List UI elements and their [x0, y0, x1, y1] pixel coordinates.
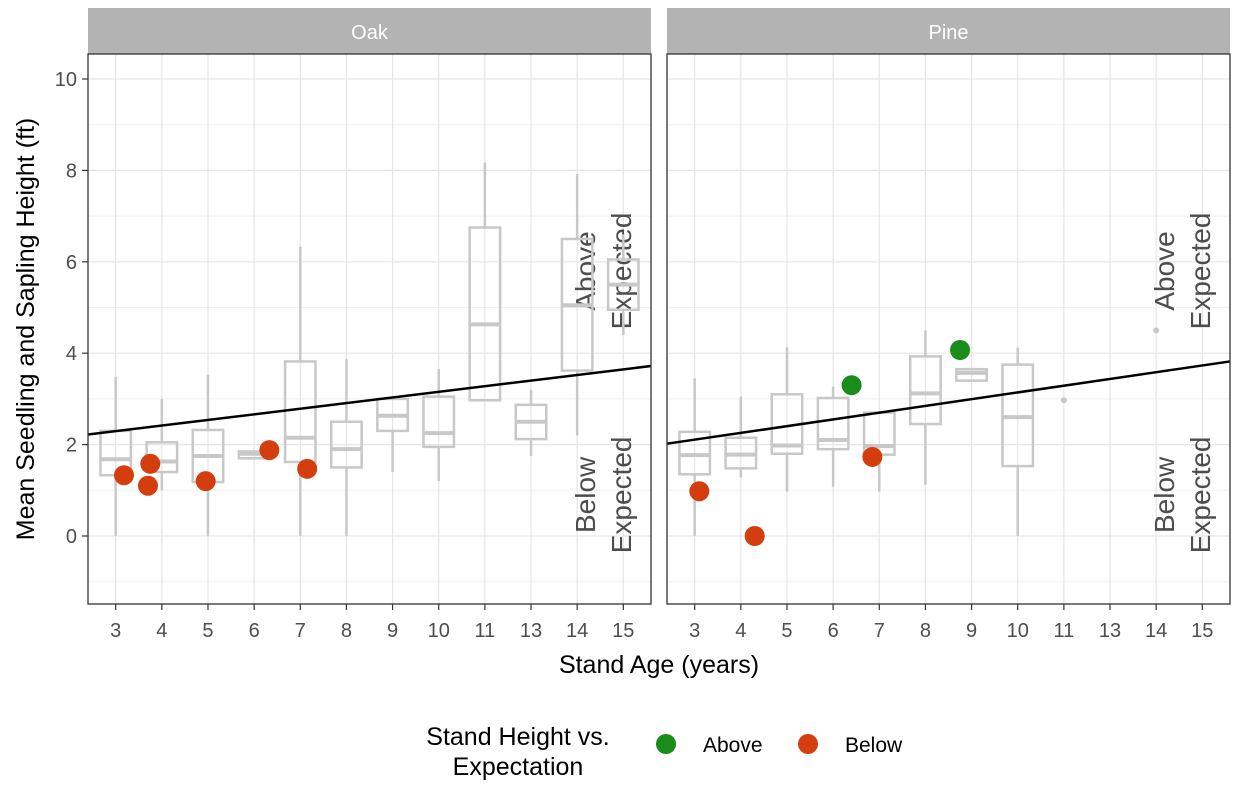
box-rect [816, 396, 850, 451]
annotation-above-line2: Expected [1185, 213, 1216, 330]
x-tick-label: 11 [1053, 620, 1074, 642]
x-tick-label: 6 [249, 620, 260, 642]
y-tick-label: 8 [66, 160, 77, 182]
box-rect [678, 430, 712, 476]
box-15 [606, 234, 640, 335]
legend-label-below: Below [845, 734, 903, 757]
point-below [297, 458, 318, 479]
annotation-above: Above Expected [570, 213, 637, 330]
box-3 [678, 378, 712, 536]
box-11 [468, 162, 502, 402]
box-13 [514, 389, 548, 457]
y-axis-title-group: Mean Seedling and Sapling Height (ft) [12, 118, 40, 541]
annotation-above: Above Expected [1149, 213, 1216, 330]
x-tick-label: 3 [689, 620, 700, 642]
y-tick-label: 2 [66, 435, 77, 457]
box-rect [908, 355, 942, 426]
annotation-below: Below Expected [1149, 436, 1216, 553]
facet-label: Pine [928, 22, 968, 44]
y-tick-label: 10 [55, 69, 77, 91]
legend-label-above: Above [703, 734, 763, 757]
box-9 [955, 367, 989, 382]
trend-line [87, 364, 652, 436]
box-point [1153, 327, 1160, 334]
x-tick-label: 4 [735, 620, 746, 642]
x-tick-label: 5 [781, 620, 792, 642]
annotation-above-line1: Above [570, 231, 601, 310]
legend-key-above [656, 734, 676, 754]
x-tick-label: 8 [920, 620, 931, 642]
annotation-above-line1: Above [1149, 231, 1180, 310]
x-tick-label: 11 [474, 620, 495, 642]
box-rect [329, 420, 363, 469]
point-below [744, 526, 765, 546]
box-point [1060, 397, 1067, 404]
x-tick-label: 13 [520, 620, 542, 642]
x-tick-label: 8 [341, 620, 352, 642]
annotation-below-line2: Expected [606, 436, 637, 553]
x-tick-label: 7 [295, 620, 306, 642]
point-below [259, 440, 280, 461]
annotation-below-line1: Below [570, 456, 601, 533]
x-tick-label: 10 [1007, 620, 1029, 642]
box-rect [422, 395, 456, 449]
box-10 [1001, 347, 1035, 536]
panel-border [87, 53, 652, 605]
facet-strip [667, 8, 1230, 54]
point-below [862, 446, 883, 467]
box-3 [99, 376, 133, 536]
box-rect [955, 367, 989, 382]
panel-border [666, 53, 1231, 605]
point-below [195, 471, 216, 492]
annotation-below-line2: Expected [1185, 436, 1216, 553]
point-above [841, 375, 862, 396]
y-axis-title: Mean Seedling and Sapling Height (ft) [12, 118, 40, 541]
trend-line [666, 360, 1231, 445]
box-8 [329, 359, 363, 536]
box-9 [376, 397, 410, 473]
box-14 [1153, 327, 1160, 334]
x-tick-label: 13 [1099, 620, 1121, 642]
y-tick-label: 0 [66, 526, 77, 548]
box-rect [468, 226, 502, 402]
box-4 [724, 396, 758, 478]
x-tick-label: 9 [387, 620, 398, 642]
x-axis-title: Stand Age (years) [559, 651, 759, 679]
point-above [950, 340, 971, 361]
x-tick-label: 9 [966, 620, 977, 642]
box-14 [560, 174, 594, 436]
x-tick-label: 10 [428, 620, 450, 642]
point-below [689, 481, 710, 502]
facet-label: Oak [351, 22, 389, 44]
legend-key-below [798, 734, 818, 754]
box-11 [1060, 397, 1067, 404]
box-6 [816, 386, 850, 487]
legend: Stand Height vs.Expectation Above Below [426, 723, 903, 781]
x-tick-label: 6 [828, 620, 839, 642]
y-tick-label: 4 [66, 343, 77, 365]
point-below [140, 453, 161, 474]
x-tick-label: 7 [874, 620, 885, 642]
x-tick-label: 14 [1145, 620, 1167, 642]
annotation-below-line1: Below [1149, 456, 1180, 533]
legend-title-line1: Stand Height vs. [426, 723, 609, 751]
box-8 [908, 330, 942, 485]
facet-strip [88, 8, 651, 54]
y-tick-label: 6 [66, 252, 77, 274]
point-below [137, 475, 158, 496]
x-tick-label: 4 [156, 620, 167, 642]
x-tick-label: 15 [1191, 620, 1213, 642]
annotation-above-line2: Expected [606, 213, 637, 330]
x-tick-label: 5 [202, 620, 213, 642]
x-tick-label: 3 [110, 620, 121, 642]
x-tick-label: 15 [612, 620, 634, 642]
legend-title-line2: Expectation [453, 753, 584, 781]
x-tick-label: 14 [566, 620, 588, 642]
point-below [113, 465, 134, 486]
annotation-below: Below Expected [570, 436, 637, 553]
